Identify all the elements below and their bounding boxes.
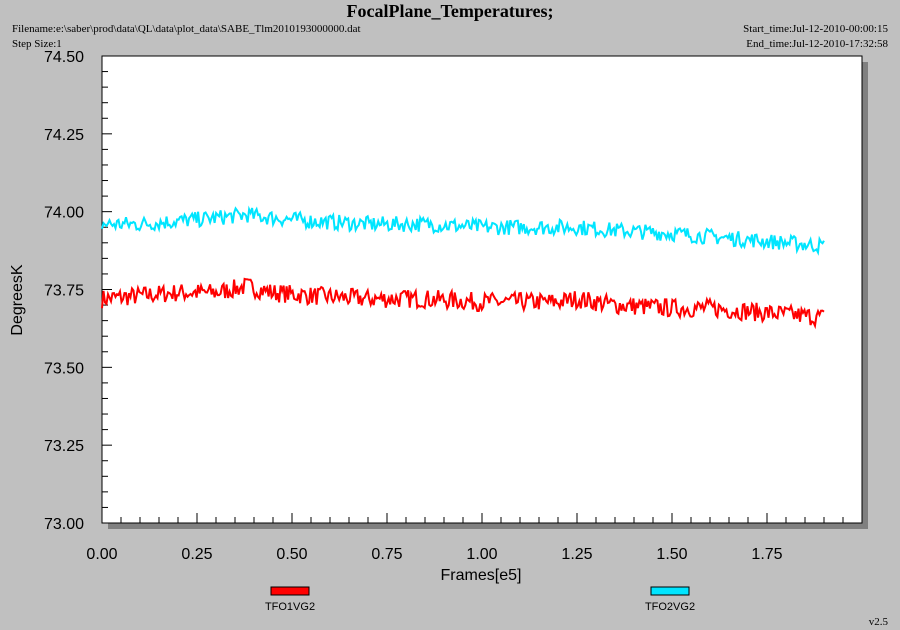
series-layer (101, 205, 825, 330)
series-line-tfo2vg2 (101, 205, 825, 256)
legend-label: TFO2VG2 (645, 601, 695, 613)
x-tick-label: 0.75 (371, 546, 402, 563)
y-tick-label: 73.25 (44, 438, 84, 455)
y-tick-label: 73.00 (44, 516, 84, 533)
x-tick-label: 1.00 (466, 546, 497, 563)
start-time-label: Start_time:Jul-12-2010-00:00:15 (743, 23, 888, 35)
filename-label: Filename:e:\saber\prod\data\QL\data\plot… (12, 23, 361, 35)
x-tick-label: 1.25 (561, 546, 592, 563)
x-tick-label: 0.25 (181, 546, 212, 563)
x-tick-label: 1.50 (656, 546, 687, 563)
x-tick-label: 1.75 (751, 546, 782, 563)
series-line-tfo1vg2 (101, 277, 825, 330)
y-tick-label: 74.50 (44, 49, 84, 66)
plot-area (101, 55, 863, 524)
chart-title: FocalPlane_Temperatures; (346, 1, 554, 21)
y-axis-label: DegreesK (9, 264, 26, 335)
version-label: v2.5 (868, 616, 888, 628)
y-tick-label: 73.50 (44, 360, 84, 377)
legend-swatch (270, 586, 310, 596)
y-tick-label: 74.00 (44, 205, 84, 222)
x-tick-label: 0.50 (276, 546, 307, 563)
legend-label: TFO1VG2 (265, 601, 315, 613)
x-axis: 0.00 0.25 0.50 0.75 1.00 1.25 1.50 1.75 (86, 513, 844, 563)
step-size-label: Step Size:1 (12, 38, 62, 50)
legend: TFO1VG2 TFO2VG2 (265, 586, 695, 613)
y-tick-label: 74.25 (44, 127, 84, 144)
x-tick-label: 0.00 (86, 546, 117, 563)
x-axis-label: Frames[e5] (441, 567, 522, 584)
end-time-label: End_time:Jul-12-2010-17:32:58 (746, 38, 888, 50)
legend-swatch (650, 586, 690, 596)
y-axis: 73.00 73.25 73.50 73.75 74.00 74.25 74.50 (44, 49, 112, 533)
y-tick-label: 73.75 (44, 283, 84, 300)
